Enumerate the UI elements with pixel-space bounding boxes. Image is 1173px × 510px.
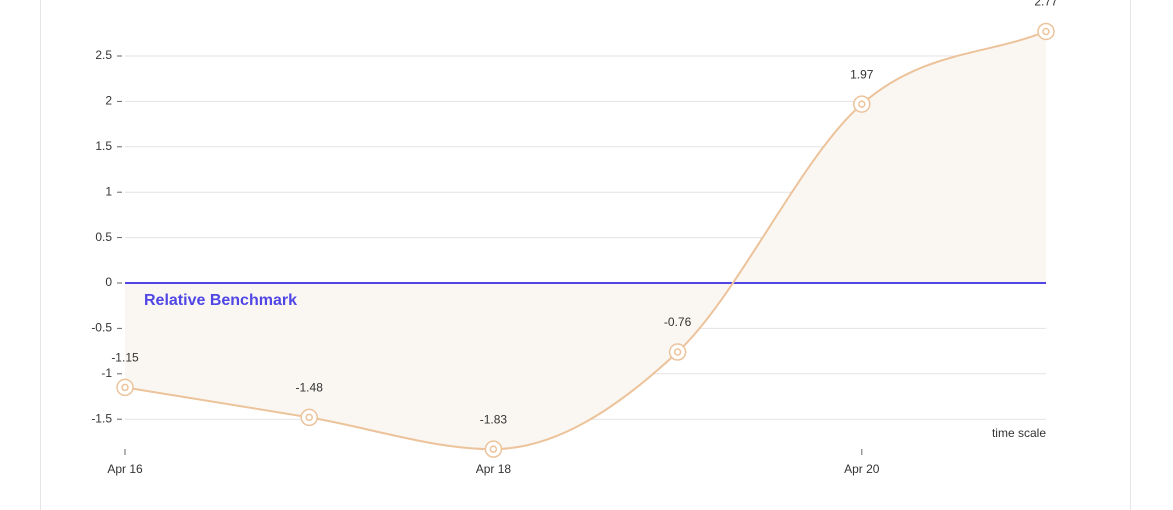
x-axis-label: time scale [992, 426, 1046, 440]
point-ring [300, 408, 318, 427]
point-dot [673, 348, 682, 356]
y-tick-label: -1 [101, 366, 112, 380]
point [484, 440, 503, 458]
data-label: -1.83 [480, 412, 508, 426]
point [300, 408, 318, 427]
y-tick-label: 1.5 [95, 139, 112, 153]
point-ring [484, 440, 503, 458]
point [1037, 22, 1055, 41]
x-tick-label: Apr 18 [476, 462, 512, 476]
data-label: -1.48 [296, 381, 324, 395]
point-dot [305, 413, 313, 422]
x-tick-label: Apr 16 [107, 462, 143, 476]
point-ring [668, 343, 687, 361]
point [853, 95, 871, 113]
benchmark-label: Relative Benchmark [144, 292, 297, 309]
data-label: 2.77 [1034, 0, 1058, 9]
data-label: -0.76 [664, 315, 692, 329]
y-tick-label: 2.5 [95, 48, 112, 62]
point-dot [121, 383, 129, 392]
y-tick-label: 0 [105, 275, 112, 289]
point-ring [116, 378, 134, 397]
area [125, 31, 1046, 450]
y-tick-label: -0.5 [91, 321, 112, 335]
point-ring [1037, 22, 1055, 41]
point-ring [853, 95, 871, 113]
data-label: -1.15 [111, 351, 139, 365]
point [116, 378, 134, 397]
point-dot [1042, 27, 1050, 36]
point-dot [858, 100, 866, 108]
data-label: 1.97 [850, 67, 874, 81]
y-tick-label: -1.5 [91, 411, 112, 425]
x-tick-label: Apr 20 [844, 462, 880, 476]
point-dot [489, 445, 498, 453]
point [668, 343, 687, 361]
y-tick-label: 0.5 [95, 230, 112, 244]
line [124, 30, 1047, 451]
y-tick-label: 2 [105, 94, 112, 108]
y-tick-label: 1 [105, 184, 112, 198]
